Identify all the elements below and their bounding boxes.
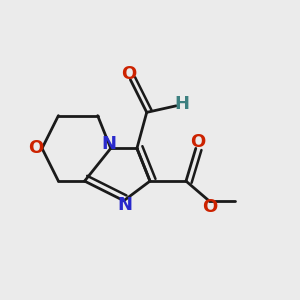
Text: N: N bbox=[117, 196, 132, 214]
Text: H: H bbox=[175, 95, 190, 113]
Text: O: O bbox=[202, 198, 217, 216]
Text: O: O bbox=[121, 65, 136, 83]
Text: O: O bbox=[190, 134, 205, 152]
Text: N: N bbox=[102, 135, 117, 153]
Text: O: O bbox=[28, 140, 44, 158]
